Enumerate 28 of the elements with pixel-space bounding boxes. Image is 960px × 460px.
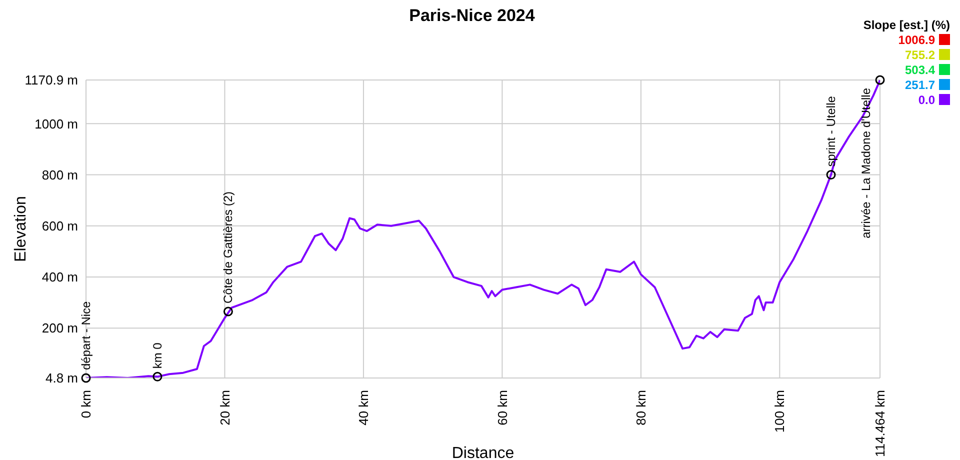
y-tick-label: 1000 m: [34, 116, 78, 132]
color-bar-label: 503.4: [904, 62, 935, 76]
x-tick-label: 114.464 km: [872, 390, 888, 457]
x-tick-label: 0 km: [78, 390, 94, 418]
color-bar-label: 1006.9: [898, 32, 935, 46]
y-tick-label: 400 m: [42, 270, 78, 285]
chart-title: Paris-Nice 2024: [409, 6, 535, 25]
x-tick-label: 80 km: [633, 390, 648, 426]
x-axis-title: Distance: [452, 445, 514, 460]
annotation: Côte de Gattières (2): [221, 191, 236, 304]
x-tick-label: 100 km: [772, 390, 788, 433]
annotation: départ - Nice: [79, 300, 93, 370]
color-bar-label: 0.0: [918, 92, 935, 106]
y-tick-label: 200 m: [42, 320, 78, 336]
x-tick-label: 20 km: [217, 390, 232, 426]
y-tick-label: 4.8 m: [45, 370, 78, 386]
y-axis-title: Elevation: [12, 196, 30, 262]
annotation: sprint - Utelle: [824, 96, 838, 167]
color-bar-label: 251.7: [904, 78, 935, 92]
annotation: arrivée - La Madone d'Utelle: [859, 88, 873, 238]
color-bar-title: Slope [est.] (%): [863, 18, 950, 32]
x-tick-label: 40 km: [356, 390, 372, 426]
y-tick-label: 1170.9 m: [24, 72, 78, 88]
annotation: km 0: [150, 342, 164, 369]
y-tick-label: 800 m: [42, 167, 78, 182]
x-tick-label: 60 km: [494, 390, 510, 426]
color-bar-label: 755.2: [904, 48, 935, 62]
y-tick-label: 600 m: [42, 218, 78, 234]
